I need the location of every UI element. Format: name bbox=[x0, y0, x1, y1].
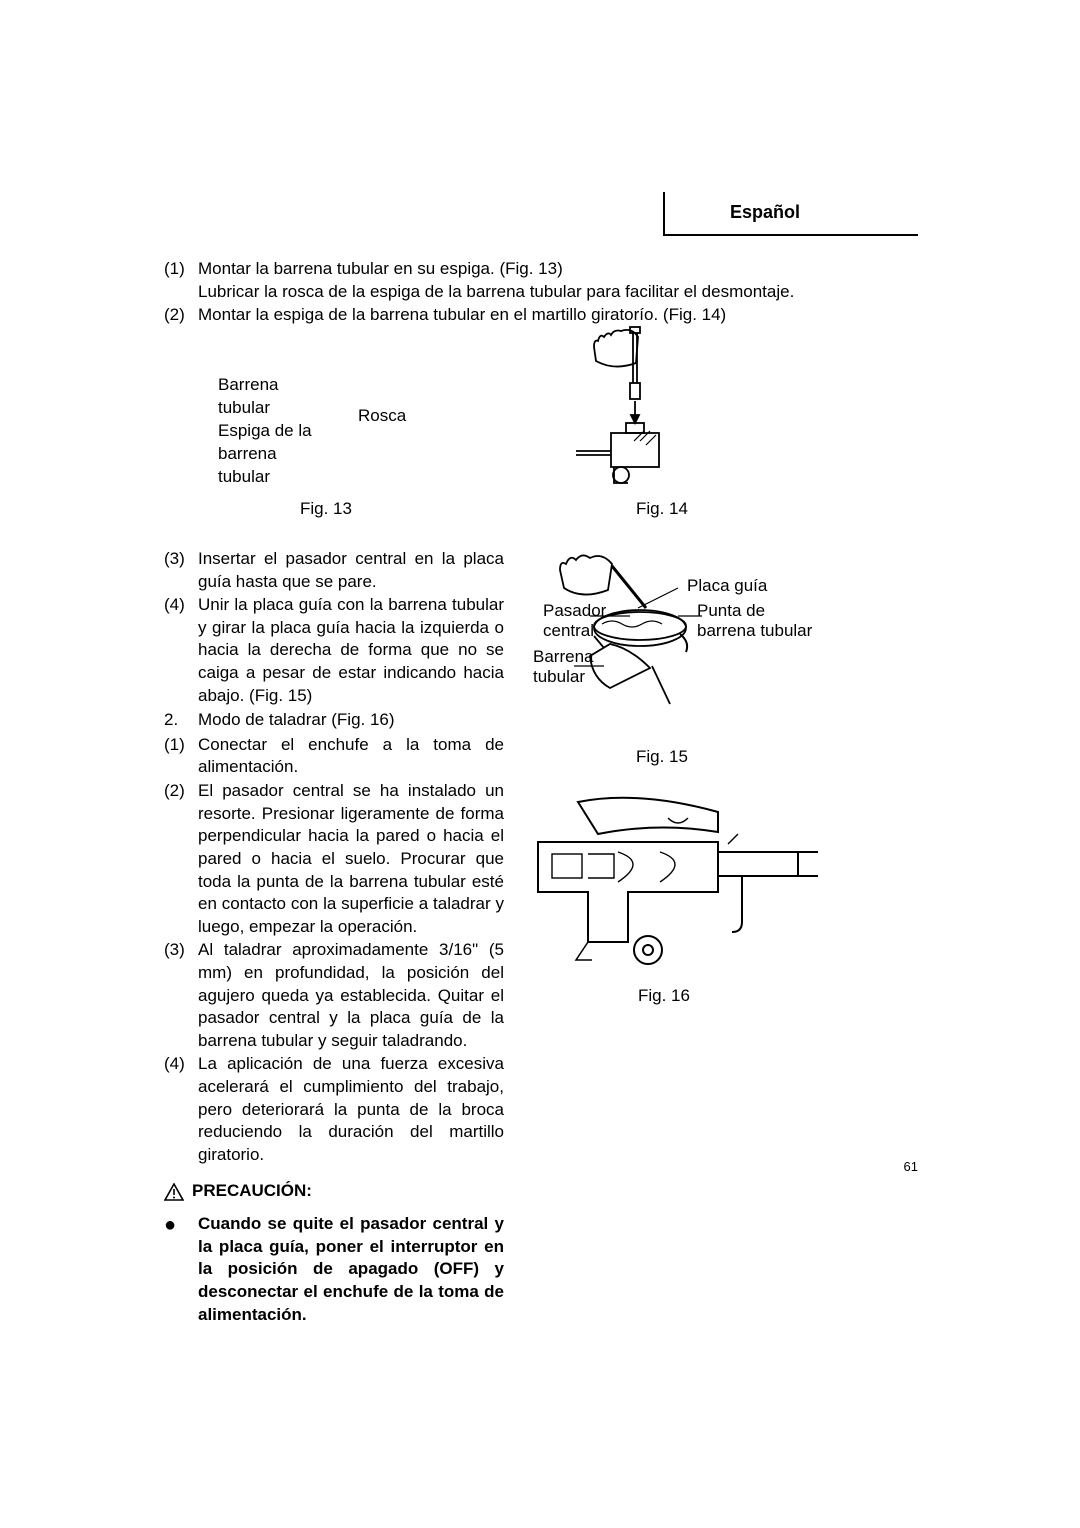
warning-icon bbox=[164, 1183, 184, 1201]
text-line: central bbox=[543, 621, 594, 640]
label-tubular: tubular bbox=[218, 398, 270, 417]
label-espiga: tubular bbox=[218, 467, 270, 486]
fig16-caption: Fig. 16 bbox=[638, 986, 690, 1006]
label-espiga: Espiga de la bbox=[218, 421, 312, 440]
left-column: (3)Insertar el pasador central en la pla… bbox=[164, 548, 504, 1326]
precaution-header: PRECAUCIÓN: bbox=[164, 1180, 504, 1203]
label-pasador: Pasador central bbox=[543, 601, 606, 642]
fig15-caption: Fig. 15 bbox=[636, 747, 688, 767]
list-text: Al taladrar aproximadamente 3/16" (5 mm)… bbox=[198, 939, 504, 1052]
text-line: tubular bbox=[533, 667, 585, 686]
list-text: Montar la espiga de la barrena tubular e… bbox=[198, 304, 918, 327]
list-text: Montar la barrena tubular en su espiga. … bbox=[198, 258, 918, 304]
list-number: (2) bbox=[164, 304, 198, 327]
label-rosca: Rosca bbox=[358, 406, 406, 426]
text-line: Pasador bbox=[543, 601, 606, 620]
bullet-icon: ● bbox=[164, 1213, 198, 1326]
precaution-item: ● Cuando se quite el pasador central y l… bbox=[164, 1213, 504, 1326]
label-barrena: Barrena bbox=[218, 375, 278, 394]
list-number: (4) bbox=[164, 1053, 198, 1166]
list-number: (1) bbox=[164, 258, 198, 304]
section-number: 2. bbox=[164, 709, 198, 732]
list-text: Unir la placa guía con la barrena tubula… bbox=[198, 594, 504, 707]
label-placa-guia: Placa guía bbox=[687, 576, 767, 596]
precaution-label: PRECAUCIÓN: bbox=[192, 1180, 312, 1203]
text-line: Lubricar la rosca de la espiga de la bar… bbox=[198, 282, 794, 301]
text-line: barrena tubular bbox=[697, 621, 812, 640]
precaution-text: Cuando se quite el pasador central y la … bbox=[198, 1213, 504, 1326]
label-punta: Punta de barrena tubular bbox=[697, 601, 812, 642]
list-text: El pasador central se ha instalado un re… bbox=[198, 780, 504, 938]
text-line: Barrena bbox=[533, 647, 593, 666]
list-number: (1) bbox=[164, 734, 198, 779]
list-text: Conectar el enchufe a la toma de aliment… bbox=[198, 734, 504, 779]
page: Español (1) Montar la barrena tubular en… bbox=[0, 0, 1080, 1528]
fig14-caption: Fig. 14 bbox=[636, 499, 688, 519]
section-title: Modo de taladrar (Fig. 16) bbox=[198, 709, 504, 732]
label-barrena-tubular: Barrena tubular bbox=[533, 647, 593, 688]
intro-list: (1) Montar la barrena tubular en su espi… bbox=[164, 258, 918, 327]
fig16-illustration bbox=[518, 782, 838, 972]
list-text: Insertar el pasador central en la placa … bbox=[198, 548, 504, 593]
text-line: Punta de bbox=[697, 601, 765, 620]
text-line: Montar la barrena tubular en su espiga. … bbox=[198, 259, 563, 278]
list-number: (3) bbox=[164, 939, 198, 1052]
list-number: (3) bbox=[164, 548, 198, 593]
language-label: Español bbox=[730, 202, 800, 223]
fig13-labels: Barrena tubular Espiga de la barrena tub… bbox=[218, 374, 312, 489]
fig13-caption: Fig. 13 bbox=[300, 499, 352, 519]
list-text: La aplicación de una fuerza excesiva ace… bbox=[198, 1053, 504, 1166]
list-number: (2) bbox=[164, 780, 198, 938]
fig14-illustration bbox=[566, 323, 726, 493]
list-number: (4) bbox=[164, 594, 198, 707]
page-number: 61 bbox=[904, 1159, 918, 1174]
label-espiga: barrena bbox=[218, 444, 277, 463]
